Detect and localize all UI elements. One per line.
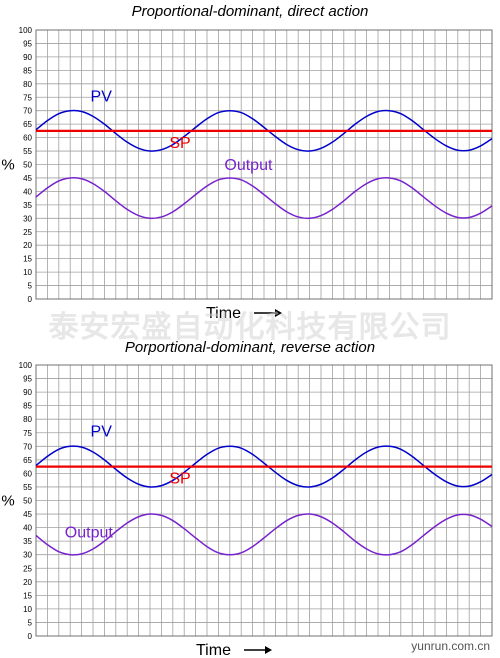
y-axis-label: % xyxy=(1,157,14,174)
series-label-pv: PV xyxy=(91,89,113,106)
y-tick-label: 10 xyxy=(23,605,32,614)
chart-title: Porportional-dominant, reverse action xyxy=(125,339,375,356)
y-tick-label: 75 xyxy=(23,429,32,438)
y-tick-label: 40 xyxy=(23,524,32,533)
plot-frame xyxy=(35,364,493,637)
y-tick-label: 15 xyxy=(23,255,32,264)
y-tick-label: 30 xyxy=(23,551,32,560)
y-tick-label: 25 xyxy=(23,564,32,573)
series-label-output: Output xyxy=(224,157,273,174)
series-label-pv: PV xyxy=(91,423,113,440)
x-axis-label: Time xyxy=(196,642,231,658)
y-tick-label: 25 xyxy=(23,228,32,237)
y-tick-label: 100 xyxy=(19,361,33,370)
y-tick-label: 30 xyxy=(23,214,32,223)
y-tick-label: 95 xyxy=(23,39,32,48)
y-tick-label: 5 xyxy=(28,282,33,291)
y-tick-label: 100 xyxy=(19,26,33,35)
y-tick-label: 45 xyxy=(23,510,32,519)
y-tick-label: 35 xyxy=(23,537,32,546)
chart-title: Proportional-dominant, direct action xyxy=(132,3,369,20)
y-tick-label: 75 xyxy=(23,93,32,102)
y-tick-label: 70 xyxy=(23,442,32,451)
time-arrow-head xyxy=(275,309,282,317)
y-tick-label: 20 xyxy=(23,241,32,250)
y-tick-label: 60 xyxy=(23,134,32,143)
y-tick-label: 90 xyxy=(23,53,32,62)
y-tick-label: 80 xyxy=(23,80,32,89)
time-arrow-head xyxy=(265,646,272,654)
y-tick-label: 40 xyxy=(23,187,32,196)
y-tick-label: 60 xyxy=(23,469,32,478)
grid xyxy=(35,29,493,300)
y-tick-label: 20 xyxy=(23,578,32,587)
y-tick-label: 85 xyxy=(23,66,32,75)
y-tick-label: 0 xyxy=(28,632,33,641)
y-tick-label: 50 xyxy=(23,161,32,170)
y-tick-label: 80 xyxy=(23,415,32,424)
y-tick-label: 0 xyxy=(28,295,33,304)
grid xyxy=(35,364,493,637)
y-tick-label: 65 xyxy=(23,120,32,129)
y-tick-label: 35 xyxy=(23,201,32,210)
site-credit: yunrun.com.cn xyxy=(411,639,490,653)
series-label-sp: SP xyxy=(169,471,190,488)
y-tick-label: 50 xyxy=(23,497,32,506)
y-tick-label: 85 xyxy=(23,402,32,411)
watermark: 泰安宏盛自动化科技有限公司 xyxy=(49,310,452,345)
series-line-output xyxy=(35,513,493,556)
y-tick-label: 55 xyxy=(23,483,32,492)
series-line-output xyxy=(35,177,493,220)
plot-frame xyxy=(35,29,493,300)
y-tick-label: 90 xyxy=(23,388,32,397)
y-tick-label: 5 xyxy=(28,618,33,627)
chart-reverse-action: Porportional-dominant, reverse action 0 5 1… xyxy=(1,339,493,658)
y-tick-label: 45 xyxy=(23,174,32,183)
y-tick-label: 55 xyxy=(23,147,32,156)
y-tick-label: 65 xyxy=(23,456,32,465)
y-tick-label: 10 xyxy=(23,268,32,277)
y-tick-label: 70 xyxy=(23,107,32,116)
series-label-output: Output xyxy=(65,525,114,542)
y-axis-label: % xyxy=(1,493,14,510)
chart-direct-action: Proportional-dominant, direct action 0 5 10… xyxy=(1,3,493,322)
y-tick-label: 15 xyxy=(23,591,32,600)
series-label-sp: SP xyxy=(169,135,190,152)
y-tick-label: 95 xyxy=(23,375,32,384)
x-axis-label: Time xyxy=(206,305,241,322)
